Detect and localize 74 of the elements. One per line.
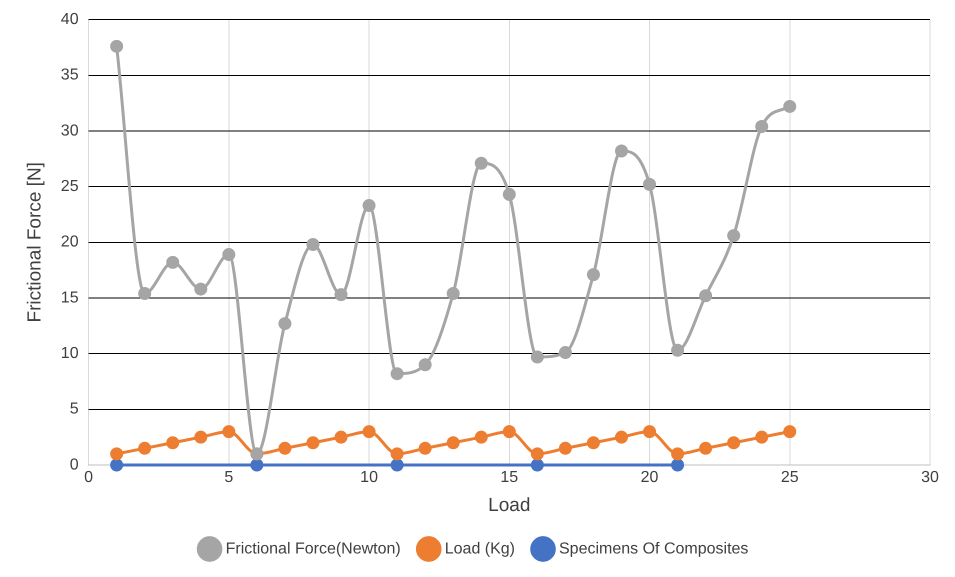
point [222, 425, 236, 438]
point [614, 144, 628, 158]
point [110, 40, 124, 53]
point [671, 447, 684, 460]
point [558, 346, 572, 360]
point [278, 442, 292, 455]
legend-label: Specimens Of Composites [559, 540, 748, 558]
point [362, 199, 376, 212]
point [194, 282, 208, 296]
point [362, 425, 376, 438]
y-axis-title: Frictional Force [N] [24, 162, 46, 323]
point [138, 442, 152, 455]
y-tick-label: 35 [60, 66, 79, 84]
point [110, 447, 124, 460]
x-tick-label: 0 [84, 469, 94, 486]
point [727, 436, 740, 450]
y-tick-label: 10 [60, 345, 79, 362]
point [530, 458, 544, 472]
point [558, 442, 572, 455]
point [306, 238, 320, 252]
point [643, 425, 656, 438]
point [446, 287, 460, 300]
point [138, 287, 152, 300]
point [671, 344, 684, 357]
y-tick-label: 0 [70, 456, 79, 474]
point [166, 436, 180, 450]
point [446, 436, 460, 450]
point [474, 156, 488, 170]
y-tick-label: 20 [60, 234, 79, 251]
point [671, 458, 684, 472]
x-tick-label: 20 [640, 469, 659, 486]
point [222, 248, 236, 262]
point [306, 436, 320, 450]
point [502, 425, 516, 438]
point [783, 100, 796, 113]
point [586, 436, 600, 450]
y-tick-label: 25 [60, 178, 79, 196]
point [334, 288, 348, 302]
point [194, 430, 208, 444]
x-tick-label: 15 [500, 469, 518, 486]
point [614, 430, 628, 444]
x-tick-label: 5 [224, 469, 234, 486]
point [418, 442, 432, 455]
point [474, 430, 488, 444]
point [390, 458, 404, 472]
point [586, 268, 600, 282]
point [643, 178, 656, 191]
point [755, 430, 768, 444]
x-tick-label: 10 [360, 469, 378, 486]
point [755, 120, 768, 133]
legend-label: Frictional Force(Newton) [226, 540, 401, 558]
point [278, 317, 292, 330]
point [166, 256, 180, 269]
point [727, 229, 740, 242]
y-tick-label: 15 [60, 289, 79, 306]
point [250, 458, 264, 472]
x-axis-title: Load [488, 494, 530, 516]
point [530, 447, 544, 460]
x-tick-label: 25 [780, 469, 799, 486]
point [418, 358, 432, 372]
y-tick-label: 30 [60, 122, 79, 140]
point [502, 188, 516, 201]
y-tick-label: 40 [60, 11, 79, 28]
legend-label: Load (Kg) [444, 540, 516, 558]
y-tick-label: 5 [70, 400, 79, 418]
point [699, 442, 712, 455]
point [699, 289, 712, 302]
point [390, 367, 404, 380]
point [783, 425, 796, 438]
x-tick-label: 30 [921, 469, 939, 486]
point [334, 430, 348, 444]
point [530, 350, 544, 364]
point [110, 458, 124, 472]
point [390, 447, 404, 460]
